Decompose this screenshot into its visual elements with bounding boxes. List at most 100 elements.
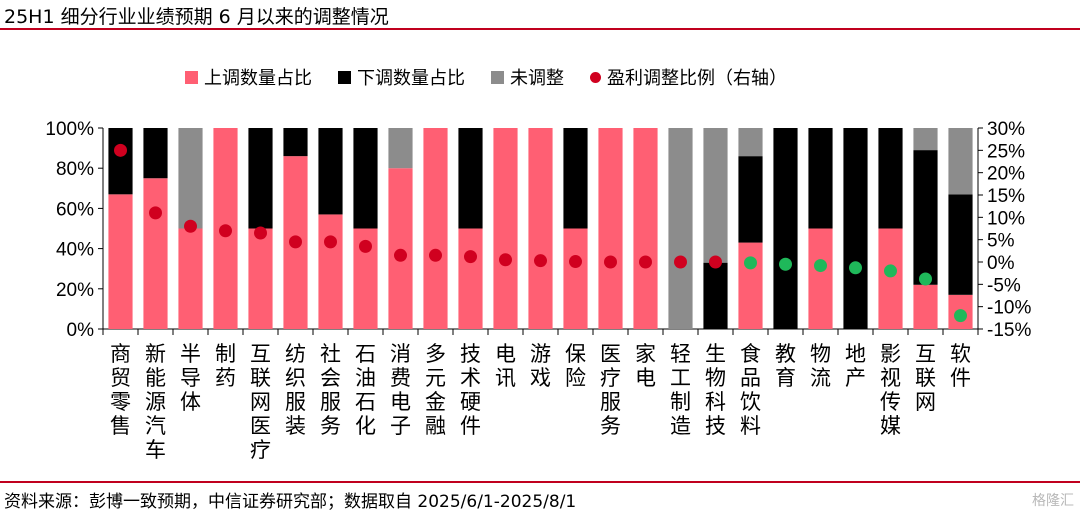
category-label-char: 生	[705, 342, 726, 366]
category-label-char: 消	[390, 342, 411, 366]
category-label-char: 件	[950, 366, 971, 390]
category-label-char: 软	[950, 342, 971, 366]
category-label-char: 会	[320, 366, 341, 390]
bar-up	[878, 228, 903, 329]
bar-down	[913, 150, 938, 285]
ratio-dot	[919, 272, 932, 286]
bar-down	[563, 128, 588, 229]
category-label-char: 游	[530, 342, 551, 366]
legend-swatch-down	[338, 70, 351, 84]
legend-item-down: 下调数量占比	[338, 64, 465, 90]
category-label-char: 教	[775, 342, 796, 366]
left-tick-label: 40%	[56, 240, 94, 261]
bar-down	[773, 128, 798, 329]
bar-up	[318, 214, 343, 329]
ratio-dot	[219, 224, 232, 238]
ratio-dot	[114, 143, 127, 157]
ratio-dot	[569, 255, 582, 269]
bar-down	[318, 128, 343, 215]
category-label-char: 车	[145, 438, 166, 462]
ratio-dot	[359, 239, 372, 253]
category-label-char: 食	[740, 342, 761, 366]
category-label-char: 术	[460, 366, 481, 390]
ratio-dot	[604, 255, 617, 269]
legend-dot-ratio	[590, 71, 601, 83]
category-label-char: 物	[810, 342, 831, 366]
bar-down	[248, 128, 273, 229]
bar-unchanged	[913, 128, 938, 151]
legend-swatch-none	[491, 70, 504, 84]
left-tick-label: 0%	[67, 320, 95, 341]
left-tick-label: 100%	[45, 119, 94, 140]
bar-up	[458, 228, 483, 329]
category-label-char: 饮	[740, 390, 761, 414]
category-label-char: 保	[565, 342, 586, 366]
category-label-char: 融	[425, 414, 446, 438]
bar-down	[143, 128, 168, 179]
category-label-char: 网	[250, 390, 271, 414]
category-label-char: 油	[355, 366, 376, 390]
bar-up	[178, 228, 203, 329]
category-label-char: 科	[705, 390, 726, 414]
legend-label-none: 未调整	[510, 68, 564, 89]
category-label-char: 制	[215, 342, 236, 366]
category-label-char: 电	[390, 390, 411, 414]
ratio-dot	[499, 253, 512, 267]
ratio-dot	[534, 254, 547, 268]
bar-up	[423, 128, 448, 329]
category-label-char: 戏	[530, 366, 551, 390]
category-label-char: 社	[320, 342, 341, 366]
category-label-char: 造	[670, 414, 691, 438]
bar-up	[563, 228, 588, 329]
category-label-char: 讯	[495, 366, 516, 390]
source-note: 资料来源：彭博一致预期，中信证券研究部；数据取自 2025/6/1-2025/8…	[4, 492, 577, 512]
bar-up	[913, 284, 938, 329]
category-label-char: 地	[845, 342, 866, 366]
watermark-logo: 格隆汇	[1032, 493, 1074, 509]
category-label-char: 工	[670, 366, 691, 390]
ratio-dot	[674, 255, 687, 269]
category-label-char: 料	[740, 414, 761, 438]
category-label-char: 子	[390, 414, 411, 438]
title-rule	[0, 28, 1080, 30]
category-label-char: 体	[180, 390, 201, 414]
category-label-char: 传	[880, 390, 901, 414]
category-label-char: 电	[495, 342, 516, 366]
right-tick-label: 5%	[987, 231, 1015, 252]
category-label-char: 育	[775, 366, 796, 390]
category-label-char: 联	[250, 366, 271, 390]
bar-up	[528, 128, 553, 329]
bar-down	[738, 156, 763, 243]
bar-down	[703, 262, 728, 329]
bar-down	[878, 128, 903, 229]
right-tick-label: 0%	[987, 253, 1015, 274]
category-label-char: 轻	[670, 342, 691, 366]
left-tick-label: 20%	[56, 280, 94, 301]
category-label-char: 能	[145, 366, 166, 390]
bar-up	[388, 168, 413, 329]
category-label-char: 多	[425, 342, 446, 366]
bar-up	[738, 242, 763, 329]
bar-unchanged	[668, 128, 693, 329]
bar-up	[633, 128, 658, 329]
bar-down	[808, 128, 833, 229]
category-label-char: 服	[320, 390, 341, 414]
bar-down	[283, 128, 308, 157]
ratio-dot	[289, 235, 302, 249]
category-label-char: 源	[145, 390, 166, 414]
category-label-char: 联	[915, 366, 936, 390]
category-label-char: 医	[250, 414, 271, 438]
category-label-char: 零	[110, 390, 131, 414]
ratio-dot	[814, 259, 827, 273]
right-tick-label: -15%	[987, 320, 1031, 341]
legend-label-ratio: 盈利调整比例（右轴）	[607, 68, 787, 89]
category-label-char: 技	[705, 414, 726, 438]
ratio-dot	[709, 255, 722, 269]
left-tick-label: 60%	[56, 199, 94, 220]
category-label-char: 媒	[880, 414, 901, 438]
category-label-char: 服	[285, 390, 306, 414]
bar-down	[353, 128, 378, 229]
category-label-char: 新	[145, 342, 166, 366]
bar-unchanged	[388, 128, 413, 169]
category-label-char: 药	[215, 366, 236, 390]
